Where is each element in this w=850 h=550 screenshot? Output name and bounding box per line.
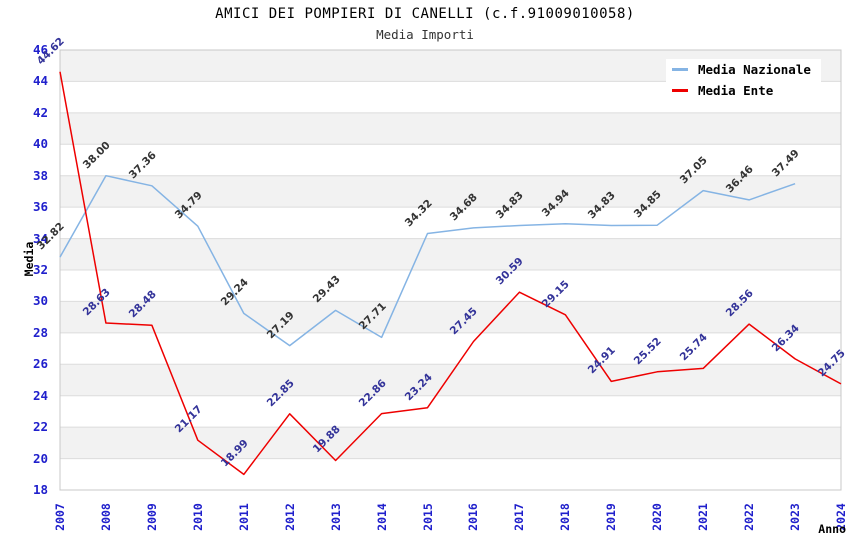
legend: Media Nazionale Media Ente [666, 59, 821, 101]
legend-label-ente: Media Ente [698, 83, 774, 98]
chart-title: AMICI DEI POMPIERI DI CANELLI (c.f.91009… [215, 6, 635, 22]
legend-item-media-ente: Media Ente [666, 80, 821, 101]
legend-item-media-nazionale: Media Nazionale [666, 59, 821, 80]
chart-subtitle: Media Importi [376, 27, 474, 42]
legend-swatch-ente-icon [672, 89, 688, 92]
legend-swatch-nazionale-icon [672, 68, 688, 71]
legend-label-nazionale: Media Nazionale [698, 62, 811, 77]
